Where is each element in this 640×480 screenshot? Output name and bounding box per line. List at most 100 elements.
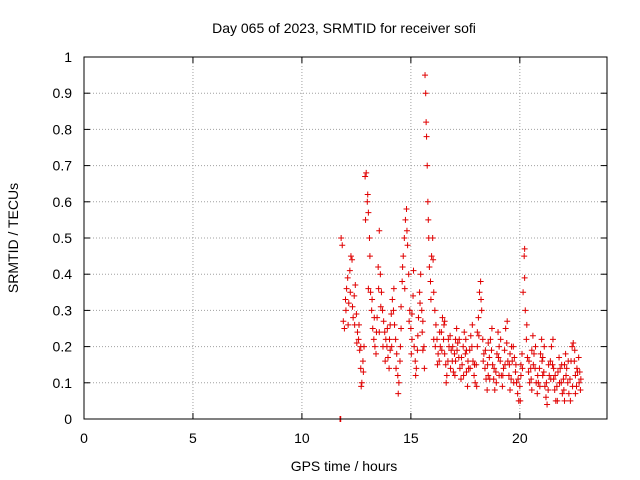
data-point [388, 343, 395, 350]
y-tick-label: 0.2 [53, 339, 73, 355]
data-point [347, 289, 354, 296]
data-point [436, 358, 443, 365]
data-point [468, 343, 475, 350]
data-point [569, 383, 576, 390]
data-point [469, 358, 476, 365]
data-point [417, 300, 424, 307]
data-point [342, 296, 349, 303]
data-point [436, 329, 443, 336]
data-point [559, 390, 566, 397]
data-point [529, 332, 536, 339]
data-point [359, 358, 366, 365]
data-point [471, 372, 478, 379]
data-point [454, 347, 461, 354]
data-point [454, 339, 461, 346]
data-point [447, 365, 454, 372]
data-point [548, 343, 555, 350]
data-point [570, 339, 577, 346]
data-point [489, 361, 496, 368]
data-point [393, 365, 400, 372]
data-point [422, 72, 429, 79]
data-point [478, 296, 485, 303]
data-point [340, 318, 347, 325]
data-point [485, 339, 492, 346]
y-tick-label: 0.5 [53, 230, 73, 246]
data-point [422, 90, 429, 97]
data-point [556, 379, 563, 386]
chart-title: Day 065 of 2023, SRMTID for receiver sof… [212, 20, 476, 36]
data-point [541, 383, 548, 390]
data-point [450, 368, 457, 375]
data-point [408, 350, 415, 357]
data-point [575, 354, 582, 361]
data-point [536, 383, 543, 390]
data-point [546, 372, 553, 379]
data-point [419, 347, 426, 354]
data-point [451, 372, 458, 379]
data-point [509, 358, 516, 365]
data-point [338, 235, 345, 241]
data-point [460, 343, 467, 350]
data-point [577, 387, 584, 394]
data-point [458, 354, 465, 361]
y-tick-label: 0.6 [53, 194, 73, 210]
data-point [536, 365, 543, 372]
data-point [407, 325, 414, 332]
data-point [387, 321, 394, 328]
data-point [431, 307, 438, 314]
y-tick-label: 1 [64, 49, 72, 65]
x-tick-label: 20 [512, 430, 528, 446]
data-point [500, 365, 507, 372]
y-tick-label: 0.9 [53, 85, 73, 101]
data-point [464, 358, 471, 365]
data-point [528, 376, 535, 383]
data-point [425, 235, 432, 241]
data-point [475, 332, 482, 339]
x-tick-label: 0 [80, 430, 88, 446]
data-point [525, 368, 532, 375]
data-point [571, 347, 578, 354]
data-point [350, 314, 357, 321]
data-point [511, 354, 518, 361]
data-point [515, 376, 522, 383]
data-point [382, 358, 389, 365]
y-tick-label: 0.8 [53, 121, 73, 137]
data-point [441, 350, 448, 357]
data-point [439, 314, 446, 321]
data-point [356, 347, 363, 354]
data-point [341, 325, 348, 332]
data-point [404, 242, 411, 249]
data-point [398, 303, 405, 310]
data-point [345, 300, 352, 307]
data-point [423, 119, 430, 126]
data-point [544, 401, 551, 408]
data-point [526, 379, 533, 386]
data-point [514, 390, 521, 397]
data-point [534, 390, 541, 397]
data-point [534, 372, 541, 379]
data-point [405, 271, 412, 278]
data-point [479, 336, 486, 343]
data-point [510, 379, 517, 386]
data-point [432, 343, 439, 350]
x-tick-label: 5 [189, 430, 197, 446]
data-point [412, 372, 419, 379]
data-point [376, 329, 383, 336]
data-point [545, 361, 552, 368]
data-point [480, 350, 487, 357]
data-point [423, 133, 430, 140]
data-point [403, 227, 410, 234]
data-point [388, 311, 395, 318]
data-point [457, 376, 464, 383]
data-point [493, 350, 500, 357]
data-point [447, 332, 454, 339]
data-point [556, 354, 563, 361]
data-point [342, 307, 349, 314]
data-point [566, 376, 573, 383]
data-point [426, 263, 433, 270]
data-point [487, 336, 494, 343]
data-point [425, 216, 432, 223]
data-point [427, 278, 434, 285]
data-point [428, 253, 435, 260]
data-point [539, 358, 546, 365]
